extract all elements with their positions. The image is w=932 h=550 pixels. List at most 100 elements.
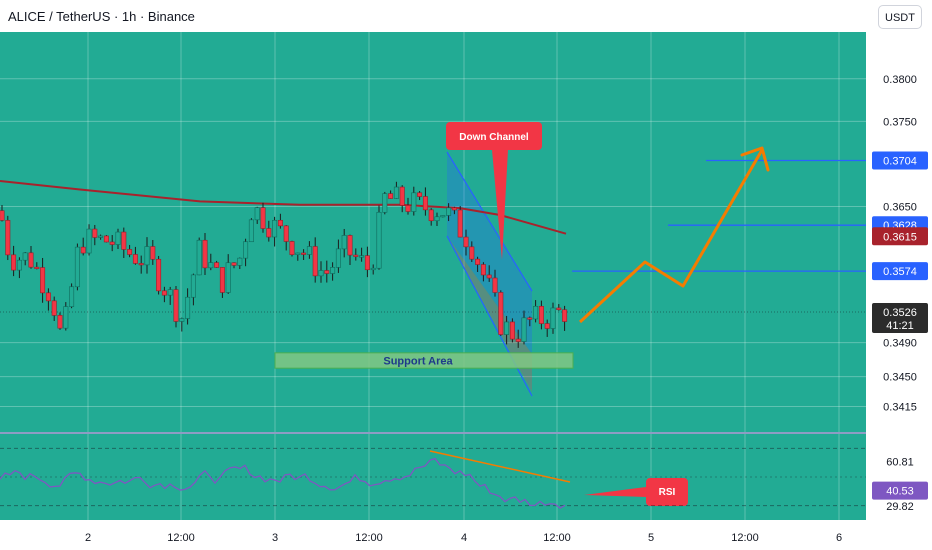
support-area-box[interactable]: Support Area: [274, 352, 574, 369]
candle-up: [167, 289, 173, 296]
candle-up: [318, 270, 324, 277]
candle-down: [219, 267, 225, 293]
candle-down: [132, 254, 138, 264]
candle-up: [306, 246, 312, 255]
price-tick: 0.3490: [883, 338, 917, 350]
time-tick: 4: [461, 532, 467, 544]
time-tick: 12:00: [167, 532, 195, 544]
candle-down: [156, 258, 162, 292]
candle-down: [28, 252, 34, 268]
candle-down: [231, 262, 237, 266]
rsi-pane[interactable]: [0, 434, 866, 520]
candle-down: [475, 258, 481, 265]
level-tag-label: 0.3574: [883, 266, 917, 278]
candle-down: [324, 270, 330, 274]
candle-down: [161, 290, 167, 296]
channel-upper-fill: [447, 152, 532, 354]
candle-down: [556, 307, 562, 311]
candle-up: [446, 207, 452, 216]
candle-up: [440, 215, 446, 218]
candle-down: [405, 205, 411, 212]
ma-tag-label: 0.3615: [883, 231, 917, 243]
candle-down: [457, 209, 463, 238]
candle-up: [190, 274, 196, 298]
axis-labels: 0.3800 0.3750 0.3650 0.3490 0.3450 0.3415 2 12:…: [85, 74, 917, 544]
candle-down: [5, 220, 11, 256]
countdown-label: 41:21: [886, 320, 914, 332]
candle-up: [185, 296, 191, 319]
candle-down: [109, 241, 115, 245]
candle-up: [504, 321, 510, 335]
candle-down: [538, 305, 544, 324]
candle-up: [382, 193, 388, 213]
candle-up: [254, 207, 260, 221]
candle-up: [550, 307, 556, 329]
time-tick: 5: [648, 532, 654, 544]
candle-down: [364, 255, 370, 271]
time-tick: 6: [836, 532, 842, 544]
candle-up: [359, 255, 365, 258]
main-pane[interactable]: [0, 32, 866, 432]
candle-up: [272, 219, 278, 238]
ma-curve: [0, 179, 567, 235]
candle-up: [237, 257, 243, 266]
level-tag-label: 0.3704: [883, 156, 917, 168]
candle-up: [370, 267, 376, 271]
time-tick: 3: [272, 532, 278, 544]
candle-down: [173, 289, 179, 322]
candle-up: [533, 305, 539, 320]
candle-up: [330, 267, 336, 274]
candle-down: [388, 193, 394, 199]
annotations: Down Channel RSI: [446, 122, 688, 506]
candle-up: [521, 317, 527, 342]
candle-down: [45, 292, 51, 302]
candle-up: [411, 192, 417, 212]
grid-lines: [0, 32, 866, 520]
time-tick: 12:00: [355, 532, 383, 544]
candle-up: [144, 246, 150, 266]
candle-up: [295, 252, 301, 255]
candle-down: [121, 231, 127, 250]
current-price-label: 0.3526: [883, 307, 917, 319]
candles: [0, 181, 568, 348]
chart-title: ALICE / TetherUS · 1h · Binance: [8, 9, 195, 24]
candle-down: [150, 246, 156, 260]
price-tick: 0.3800: [883, 74, 917, 86]
candle-down: [463, 236, 469, 248]
down-channel-label: Down Channel: [459, 132, 529, 143]
currency-button[interactable]: USDT: [878, 5, 922, 29]
candle-up: [22, 252, 28, 261]
candle-down: [92, 228, 98, 238]
price-tick: 0.3650: [883, 201, 917, 213]
candle-down: [492, 277, 498, 293]
candle-down: [509, 321, 515, 340]
rsi-current-tag: [872, 481, 928, 500]
rsi-current-label: 40.53: [886, 486, 914, 498]
candle-up: [248, 219, 254, 243]
candle-down: [515, 338, 521, 342]
time-tick: 2: [85, 532, 91, 544]
rsi-line: [0, 457, 566, 509]
candle-down: [266, 228, 272, 238]
candle-up: [115, 231, 121, 245]
candle-down: [544, 323, 550, 329]
support-area-label: Support Area: [383, 356, 453, 368]
candle-down: [11, 254, 17, 271]
candle-down: [202, 239, 208, 269]
candle-up: [225, 262, 231, 293]
candle-up: [179, 318, 185, 322]
candle-down: [527, 317, 533, 320]
candle-down: [451, 207, 457, 211]
moving-average-line: [0, 179, 567, 235]
candle-up: [243, 241, 249, 259]
candle-down: [80, 246, 86, 254]
projection-path: [578, 149, 764, 324]
candle-down: [127, 249, 133, 255]
price-tick: 0.3750: [883, 116, 917, 128]
time-tick: 12:00: [543, 532, 571, 544]
candle-down: [469, 246, 475, 260]
candle-up: [16, 259, 22, 271]
candle-down: [399, 186, 405, 206]
